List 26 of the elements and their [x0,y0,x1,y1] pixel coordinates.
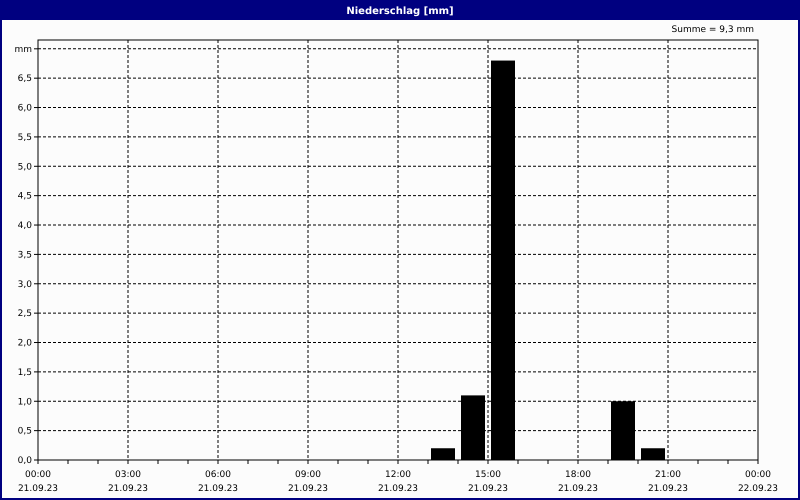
x-tick-label: 03:00 21.09.23 [108,470,148,494]
y-tick-label: 3,0 [18,280,32,290]
x-tick-label: 06:00 21.09.23 [198,470,238,494]
y-tick-label: 5,5 [18,132,32,143]
y-tick-label: 1,5 [18,368,32,378]
y-tick-label: 3,5 [18,250,32,260]
x-tick-label: 15:00 21.09.23 [468,470,508,494]
x-tick-label: 18:00 21.09.23 [558,470,598,494]
y-tick-label: mm [14,44,32,55]
x-tick-label: 21:00 21.09.23 [648,470,688,494]
y-tick-label: 5,0 [18,162,32,172]
y-tick-label: 6,0 [18,104,32,114]
y-tick-label: 1,0 [18,397,32,408]
x-tick-label: 00:00 22.09.23 [738,470,778,494]
y-tick-label: 4,0 [18,221,32,232]
x-tick-label: 09:00 21.09.23 [288,470,328,494]
y-tick-label: 0,5 [18,426,32,437]
y-tick-label: 0,0 [18,456,32,466]
y-tick-label: 2,5 [18,309,32,320]
text: Summe = 9,3 mm [672,25,754,35]
x-tick-label: 12:00 21.09.23 [378,470,418,494]
chart-title: Niederschlag [mm] [346,6,454,17]
x-tick-label: 00:00 21.09.23 [18,470,58,494]
y-tick-label: 6,5 [18,74,32,84]
y-tick-label: 4,5 [18,192,32,202]
y-tick-label: 2,0 [18,338,32,349]
